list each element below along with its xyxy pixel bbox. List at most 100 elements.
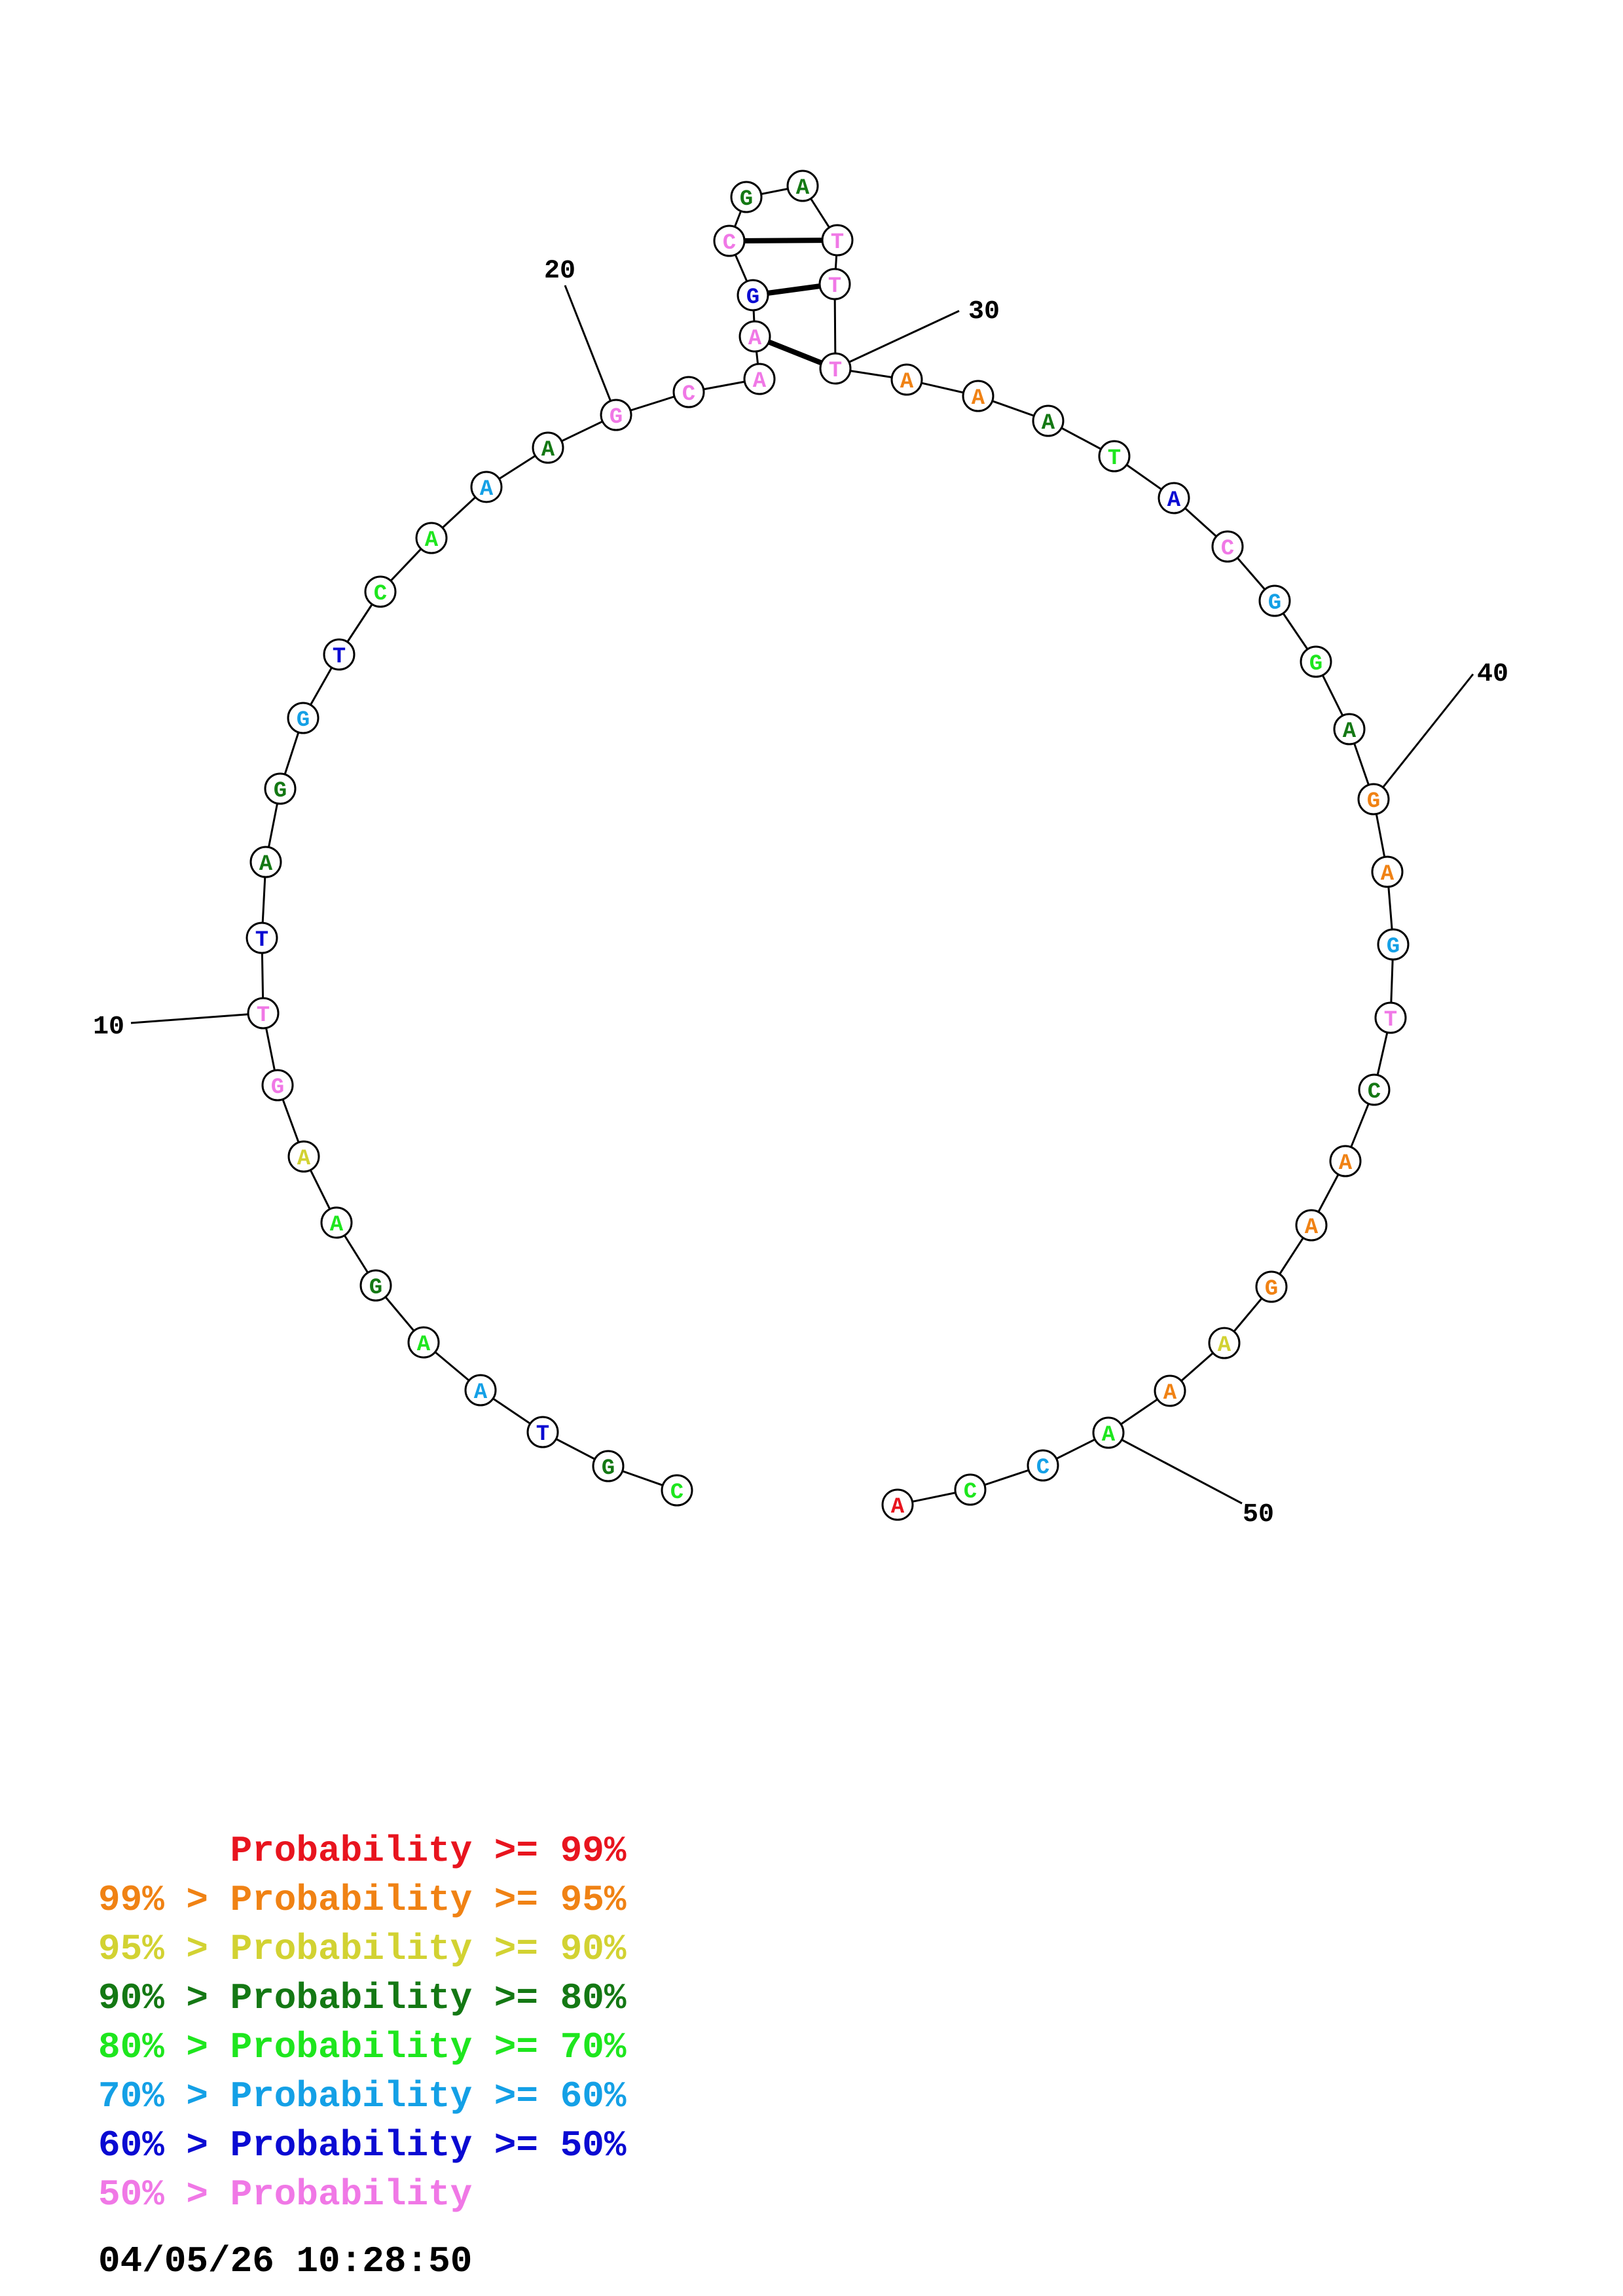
position-label: 30 [968,297,1000,327]
nucleotide: A [407,1326,440,1359]
nucleotide-circle [954,1473,987,1506]
nucleotide-letter: G [1367,789,1380,814]
nucleotide-letter: G [746,285,759,310]
nucleotide: T [818,268,851,300]
nucleotide: G [359,1269,392,1302]
nucleotide-letter: C [1368,1080,1381,1105]
nucleotide-circle [821,224,854,257]
nucleotide: C [364,575,397,608]
nucleotide-circle [661,1474,693,1507]
nucleotide-circle [1358,1073,1391,1106]
nucleotide: C [954,1473,987,1506]
nucleotide-circle [320,1206,353,1239]
legend-label: Probability [230,2026,473,2068]
nucleotide: T [323,638,356,671]
nucleotide-circle [359,1269,392,1302]
nucleotide-circle [890,363,923,396]
nucleotide-letter: T [831,230,844,255]
nucleotide-letter: A [900,370,914,395]
nucleotide: A [1032,404,1065,437]
nucleotide-circle [730,181,763,213]
nucleotide: A [1371,855,1404,888]
nucleotide-circle [532,431,564,464]
nucleotide-letter: C [1221,537,1234,562]
timestamp: 04/05/26 10:28:50 [98,2240,473,2282]
nucleotide: A [415,522,448,554]
nucleotide-letter: A [1042,411,1055,436]
nucleotide-circle [962,380,994,412]
nucleotide-letter: G [1387,935,1400,960]
nucleotide-circle [1092,1416,1125,1449]
nucleotide: G [737,279,769,312]
legend-suffix: >= 70% [494,2026,627,2068]
nucleotide: A [1158,482,1190,514]
nucleotide-letter: A [1167,488,1181,513]
nucleotide-letter: T [257,1003,270,1028]
nucleotide: T [247,997,280,1030]
nucleotide-circle [1211,530,1244,563]
nucleotide-letter: A [891,1495,905,1520]
legend-label: Probability [230,1830,473,1872]
nucleotide-letter: A [417,1333,431,1357]
nucleotide: C [1027,1449,1059,1482]
legend-prefix: 90% > [98,1977,209,2019]
nucleotide: T [819,352,852,385]
nucleotide: T [246,922,278,954]
nucleotide-letter: G [602,1456,615,1481]
legend-prefix: 70% > [98,2075,209,2117]
nucleotide: A [464,1374,497,1407]
nucleotide-letter: A [1102,1423,1116,1448]
nucleotide-circle [1374,1001,1407,1034]
nucleotide: G [287,702,319,734]
nucleotide-letter: G [274,779,287,804]
nucleotide: A [739,320,771,353]
position-label: 50 [1243,1500,1274,1530]
nucleotide-letter: A [1343,719,1357,744]
position-label: 20 [544,257,575,286]
nucleotide: G [592,1450,625,1482]
nucleotide-circle [415,522,448,554]
nucleotide-circle [1357,783,1390,816]
nucleotide: G [261,1069,294,1102]
nucleotide-circle [1333,713,1366,745]
nucleotide-circle [287,702,319,734]
nucleotide-letter: A [748,327,762,351]
nucleotide: A [249,846,282,878]
nucleotide: C [672,376,705,408]
nucleotide-letter: T [333,645,346,670]
position-leader-line [564,285,617,416]
legend-label: Probability [230,2174,473,2215]
nucleotide-circle [786,170,819,202]
nucleotide-circle [818,268,851,300]
nucleotide: C [661,1474,693,1507]
legend-prefix: 60% > [98,2125,209,2166]
nucleotide-circle [881,1488,914,1521]
nucleotide-circle [407,1326,440,1359]
nucleotide-letter: A [972,386,985,411]
nucleotide: A [1092,1416,1125,1449]
nucleotide-circle [323,638,356,671]
nucleotide-circle [1098,440,1131,473]
nucleotide: A [1295,1209,1328,1242]
nucleotide: A [287,1140,320,1173]
position-label-layer: 10 20 30 40 50 [93,257,1508,1530]
nucleotide: G [1300,645,1332,678]
nucleotide: G [600,399,632,431]
nucleotide-letter: A [330,1213,344,1238]
nucleotide-circle [1371,855,1404,888]
nucleotide-circle [1154,1374,1186,1407]
nucleotide-letter: T [1108,446,1121,471]
nucleotide: T [821,224,854,257]
legend-prefix: 50% > [98,2174,209,2215]
nucleotide-letter: A [425,528,439,553]
nucleotide: G [264,772,297,805]
nucleotide: T [526,1416,559,1448]
nucleotide: G [1255,1270,1288,1303]
position-leader-line [1108,1431,1243,1505]
nucleotide: T [1098,440,1131,473]
nucleotide: A [320,1206,353,1239]
nucleotide: A [890,363,923,396]
nucleotide: C [1211,530,1244,563]
nucleotide-circle [743,363,776,395]
